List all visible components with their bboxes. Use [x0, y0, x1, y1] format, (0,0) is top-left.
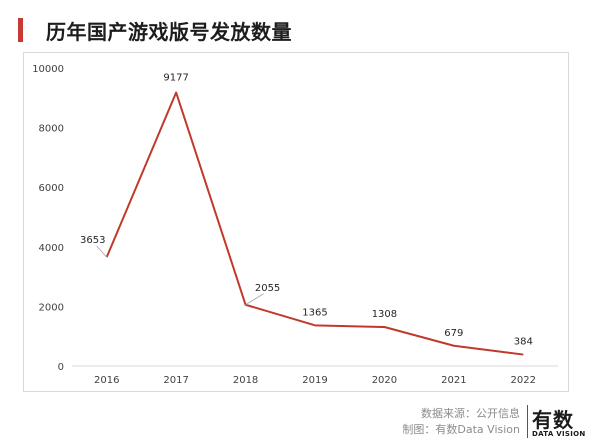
logo-divider: [527, 405, 528, 438]
y-tick-label: 0: [58, 362, 64, 373]
data-label: 384: [514, 337, 533, 348]
y-tick-label: 4000: [39, 243, 64, 254]
data-label: 1308: [372, 309, 397, 320]
chart-frame: [23, 52, 569, 392]
logo-text: 有数: [532, 408, 574, 432]
chart-title: 历年国产游戏版号发放数量: [46, 20, 292, 44]
series-line: [105, 91, 524, 356]
x-tick-label: 2022: [511, 375, 536, 386]
title-bar: 历年国产游戏版号发放数量: [0, 0, 600, 52]
x-tick-label: 2017: [163, 375, 188, 386]
source-text: 数据来源：公开信息: [421, 407, 520, 420]
y-tick-label: 6000: [39, 183, 64, 194]
y-tick-label: 2000: [39, 302, 64, 313]
data-label: 9177: [163, 73, 188, 84]
data-label: 679: [444, 328, 463, 339]
data-label: 2055: [255, 283, 280, 294]
made-by-text: 制图：有数Data Vision: [402, 423, 520, 436]
x-tick-label: 2021: [441, 375, 466, 386]
data-label: 3653: [80, 235, 105, 246]
x-tick-label: 2016: [94, 375, 119, 386]
data-label-leader: [96, 245, 108, 258]
y-tick-label: 10000: [32, 64, 64, 75]
footer: 数据来源：公开信息 制图：有数Data Vision: [402, 406, 520, 438]
data-label-leader: [245, 293, 264, 306]
x-tick-label: 2019: [302, 375, 327, 386]
logo-subtext: DATA VISION: [532, 430, 586, 438]
title-accent-bar: [18, 18, 23, 42]
x-tick-label: 2018: [233, 375, 258, 386]
x-tick-label: 2020: [372, 375, 397, 386]
data-label: 1365: [302, 307, 327, 318]
y-tick-label: 8000: [39, 124, 64, 135]
